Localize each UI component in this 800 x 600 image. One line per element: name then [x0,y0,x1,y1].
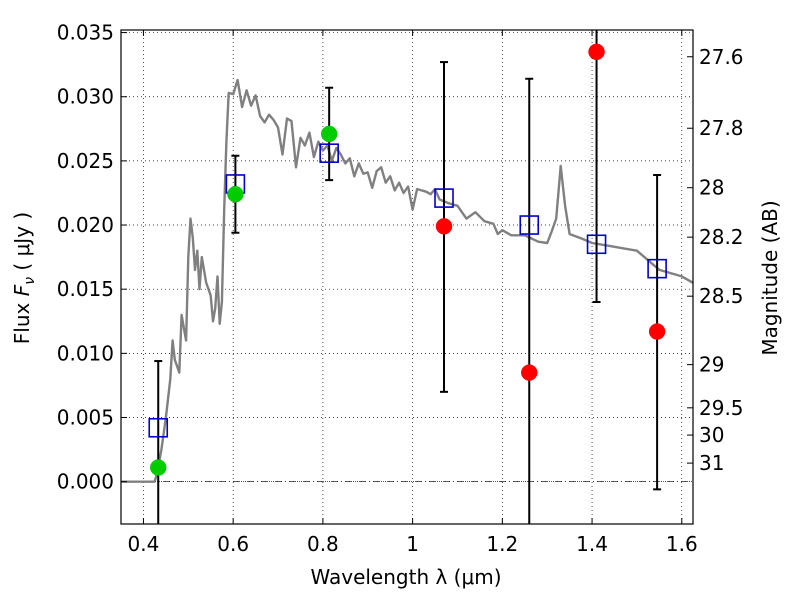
mag-tick-label-7: 30 [699,423,724,447]
mag-tick-label-1: 27.8 [699,116,744,140]
measured-point-group [149,43,666,476]
mag-tick-label-5: 29 [699,353,724,377]
photometry-square-3 [434,188,454,208]
x-tick-label-5: 1.4 [576,532,608,556]
y-tick-label-0: 0.000 [57,470,114,494]
y-axis-label-subscript: ν [22,277,38,285]
measured-point-5 [588,43,605,61]
x-tick-label-4: 1.2 [486,532,518,556]
y-tick-label-2: 0.010 [57,341,114,365]
y-tick-label-4: 0.020 [57,213,114,237]
mag-tick-label-6: 29.5 [699,396,744,420]
magnitude-axis-label: Magnitude (AB) [758,200,782,355]
y-tick-label-6: 0.030 [57,85,114,109]
y-axis-label-symbol: F [10,284,34,296]
measured-point-2 [320,125,338,143]
photometry-square-0 [148,417,169,438]
y-tick-label-1: 0.005 [57,406,114,430]
y-tick-label-3: 0.015 [57,277,114,301]
measured-point-4 [521,364,538,381]
x-tick-label-1: 0.6 [217,532,249,556]
mag-tick-label-3: 28.2 [699,225,744,249]
measured-point-0 [149,459,167,476]
spectrum-line-group [121,78,694,483]
mag-tick-label-2: 28 [699,176,724,200]
x-tick-label-3: 1 [406,532,419,556]
y-axis-ticks: 0.000 0.005 0.010 0.015 0.020 0.025 0.030 0.035 [57,21,127,494]
x-tick-label-0: 0.4 [128,532,160,556]
photometry-square-group [148,143,667,438]
photometry-square-4 [519,215,540,235]
y-axis-label: Flux Fν ( μJy ) [10,212,38,344]
mag-tick-label-4: 28.5 [699,284,744,308]
x-tick-label-6: 1.6 [666,532,698,556]
photometry-square-6 [647,258,667,279]
photometry-square-2 [319,143,339,163]
x-tick-label-2: 0.8 [307,532,339,556]
model-spectrum-line [121,78,694,483]
x-axis-ticks: 0.4 0.6 0.8 1 1.2 1.4 1.6 [128,30,698,556]
y-axis-label-suffix: ( μJy ) [10,212,34,277]
y-tick-label-7: 0.035 [57,21,114,45]
measured-point-1 [227,185,244,203]
y-axis-label-prefix: Flux [10,296,34,344]
mag-tick-label-0: 27.6 [699,45,744,69]
mag-tick-label-8: 31 [699,451,724,475]
y-tick-label-5: 0.025 [57,149,114,173]
measured-point-3 [435,218,453,235]
x-axis-label: Wavelength λ (μm) [310,565,501,589]
photometry-square-5 [586,234,607,255]
measured-point-6 [648,323,666,340]
plot-frame [120,29,694,525]
magnitude-axis-ticks: 27.6 27.8 28 28.2 28.5 29 29.5 30 31 [687,45,744,475]
